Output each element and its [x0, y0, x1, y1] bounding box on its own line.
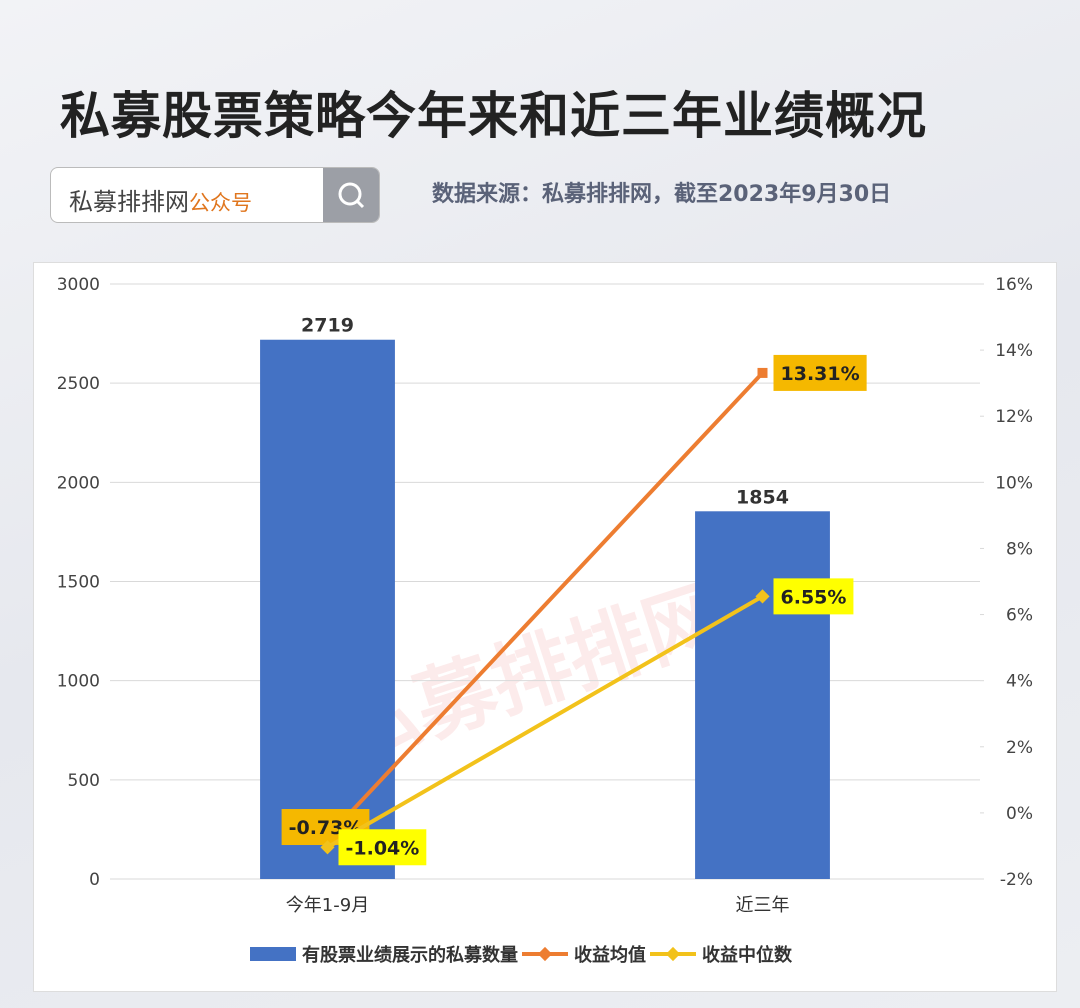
y2-tick-label: 8% — [1006, 539, 1033, 559]
value-label-text: -1.04% — [346, 837, 420, 859]
value-label-text: 6.55% — [781, 586, 847, 608]
value-label-box — [773, 354, 867, 391]
line — [326, 371, 764, 839]
y2-tick-label: 4% — [1006, 672, 1033, 692]
bar — [695, 511, 830, 879]
search-button[interactable] — [323, 168, 379, 222]
search-icon — [338, 182, 365, 209]
x-tick-label: 近三年 — [736, 895, 790, 916]
value-label: 6.55% — [773, 578, 854, 615]
legend-swatch — [250, 947, 296, 961]
line-marker — [320, 840, 335, 855]
search-tag: 公众号 — [189, 191, 252, 215]
data-source: 数据来源：私募排排网，截至2023年9月30日 — [432, 182, 892, 207]
y-tick-label: 2000 — [57, 473, 100, 493]
search-text: 私募排排网公众号 — [69, 182, 252, 217]
value-label-box — [773, 578, 854, 615]
legend-label: 收益中位数 — [702, 944, 793, 966]
legend-marker — [537, 946, 553, 962]
y-tick-label: 2500 — [57, 374, 100, 394]
y-tick-label: 1000 — [57, 672, 100, 692]
value-label: 13.31% — [773, 354, 867, 391]
value-label: -1.04% — [338, 829, 427, 866]
y2-tick-label: 0% — [1006, 804, 1033, 824]
bar-value-label: 2719 — [301, 315, 354, 337]
legend-label: 有股票业绩展示的私募数量 — [302, 944, 518, 966]
bar-value-label: 1854 — [736, 486, 789, 508]
y2-tick-label: 12% — [995, 407, 1033, 427]
bar — [260, 339, 395, 879]
x-tick-label: 今年1-9月 — [286, 895, 369, 916]
line — [326, 594, 764, 849]
page-title: 私募股票策略今年来和近三年业绩概况 — [60, 87, 927, 145]
y2-tick-label: 16% — [995, 275, 1033, 295]
y-tick-label: 0 — [89, 870, 100, 890]
search-name: 私募排排网 — [69, 188, 189, 216]
y-tick-label: 3000 — [57, 275, 100, 295]
y2-tick-label: -2% — [1000, 870, 1033, 890]
y2-tick-label: 2% — [1006, 738, 1033, 758]
y2-tick-label: 10% — [995, 473, 1033, 493]
value-label-box — [338, 829, 427, 866]
search-box[interactable]: 私募排排网公众号 — [50, 167, 380, 223]
y-tick-label: 1500 — [57, 573, 100, 593]
y-tick-label: 500 — [68, 771, 100, 791]
line-marker — [757, 367, 768, 378]
y2-tick-label: 6% — [1006, 606, 1033, 626]
line-marker — [755, 589, 770, 604]
value-label-text: 13.31% — [781, 363, 860, 385]
y2-tick-label: 14% — [995, 341, 1033, 361]
legend-label: 收益均值 — [574, 944, 646, 966]
legend-marker — [665, 946, 681, 962]
